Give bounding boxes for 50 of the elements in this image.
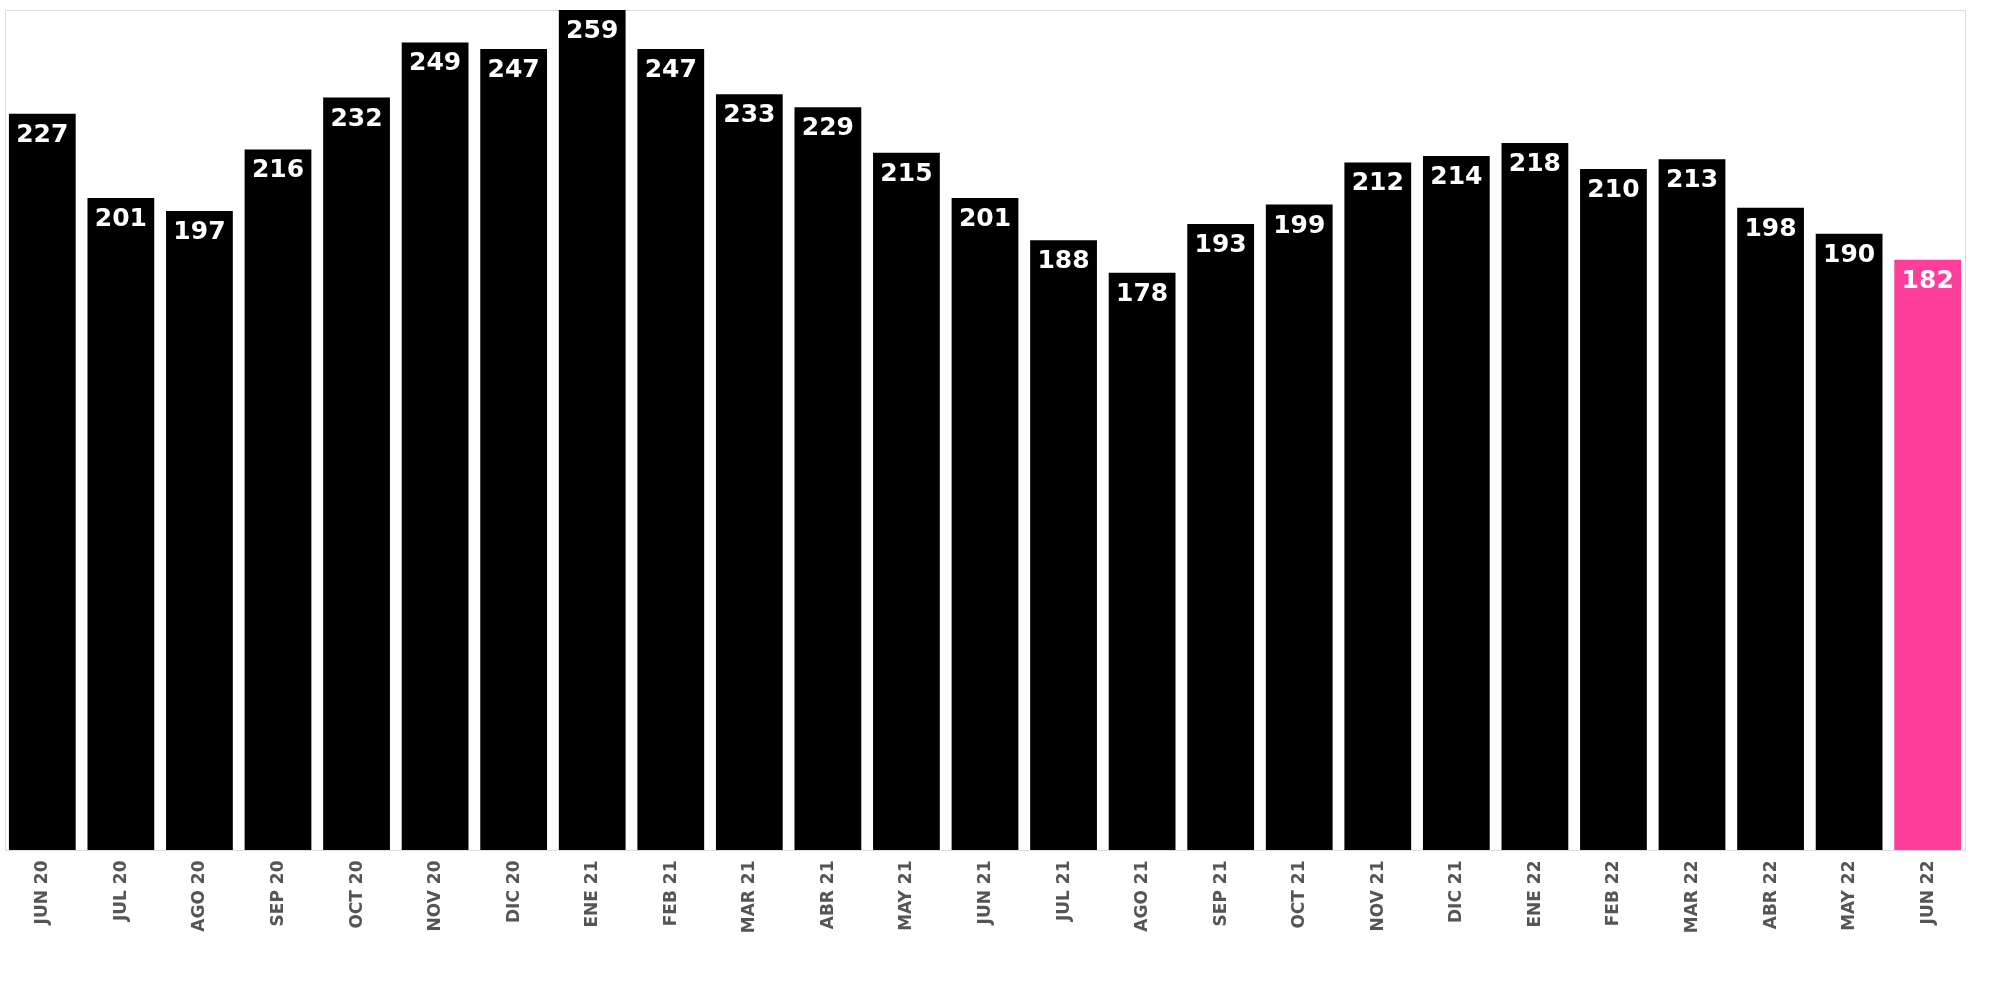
data-label: 229 [801,112,854,142]
data-label: 201 [958,203,1012,233]
x-tick-label: JUL 21 [1052,860,1073,923]
x-tick-label: JUN 21 [974,860,994,926]
data-label: 188 [1037,245,1090,275]
data-label: 214 [1430,160,1483,190]
data-label: 233 [723,99,776,129]
data-label: 210 [1587,173,1640,203]
x-tick-label: AGO 20 [188,860,209,932]
x-tick-label: SEP 21 [1209,860,1230,927]
x-tick-label: ENE 21 [581,860,602,928]
x-tick-label: MAY 21 [895,860,916,931]
data-label: 193 [1194,229,1247,259]
data-label: 247 [644,53,697,83]
data-label: 201 [94,203,147,233]
data-label: 216 [251,154,305,184]
data-label: 247 [487,53,540,83]
data-label: 249 [409,47,462,77]
x-tick-label: FEB 22 [1602,860,1623,927]
x-tick-label: MAR 22 [1681,860,1702,934]
data-label: 198 [1744,212,1797,242]
data-label: 212 [1351,167,1404,197]
x-tick-label: MAY 22 [1838,860,1859,931]
data-label: 213 [1665,164,1719,194]
x-tick-label: NOV 20 [424,860,445,932]
data-label: 227 [16,118,69,148]
data-label: 182 [1901,264,1954,294]
data-label: 232 [330,102,383,132]
x-tick-label: DIC 21 [1445,860,1466,923]
x-tick-label: ABR 21 [816,860,837,930]
x-tick-label: AGO 21 [1131,860,1152,932]
data-label: 190 [1823,238,1876,268]
data-label: 178 [1116,277,1169,307]
x-tick-label: JUL 20 [109,860,130,923]
data-label: 199 [1273,209,1326,239]
data-label: 215 [880,157,933,187]
x-tick-label: OCT 21 [1288,860,1309,929]
x-tick-label: ABR 22 [1759,860,1780,930]
x-tick-label: JUN 22 [1916,860,1937,926]
x-tick-label: MAR 21 [738,860,759,934]
x-tick-label: OCT 20 [345,860,366,929]
data-label: 259 [566,15,619,44]
x-tick-label: ENE 22 [1523,860,1544,928]
data-label: 197 [173,216,226,246]
data-label: 218 [1508,147,1561,177]
x-tick-label: DIC 20 [502,860,523,923]
x-tick-label: SEP 20 [266,860,287,927]
x-tick-label: JUN 20 [31,860,52,926]
x-tick-label: NOV 21 [1366,860,1387,932]
x-tick-label: FEB 21 [659,860,680,927]
